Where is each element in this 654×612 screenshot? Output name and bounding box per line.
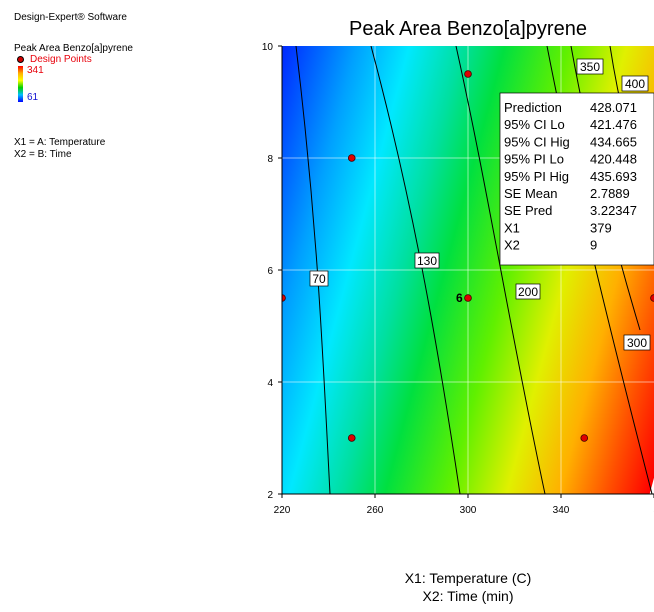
contour-labels: 70 130 200 300 350 400 <box>309 58 651 351</box>
contour-label-text: 300 <box>627 336 647 350</box>
color-scale-min: 61 <box>27 92 39 103</box>
contour-label-text: 200 <box>518 285 538 299</box>
design-point <box>464 294 472 302</box>
prediction-row-value: 428.071 <box>590 100 637 115</box>
x-tick-label: 300 <box>460 505 477 516</box>
response-name: Peak Area Benzo[a]pyrene <box>14 43 133 54</box>
x-axis-label: X1: Temperature (C) <box>405 570 532 586</box>
y-tick-label: 2 <box>267 490 273 501</box>
software-name: Design-Expert® Software <box>14 12 127 23</box>
contour-label-350: 350 <box>576 58 604 75</box>
contour-130 <box>370 46 461 494</box>
contour-label-text: 350 <box>580 60 600 74</box>
prediction-row-name: SE Pred <box>504 203 552 218</box>
design-point-icon <box>17 55 24 63</box>
y-tick-label: 10 <box>262 42 274 53</box>
contour-70 <box>295 46 331 494</box>
design-point <box>347 154 356 162</box>
contour-label-text: 70 <box>312 272 326 286</box>
prediction-row-value: 3.22347 <box>590 203 637 218</box>
y-tick-label: 4 <box>267 378 273 389</box>
x-tick-label: 220 <box>274 505 291 516</box>
prediction-row-value: 420.448 <box>590 152 637 167</box>
y-axis-label: X2: Time (min) <box>422 588 513 604</box>
x-tick-label: 260 <box>367 505 384 516</box>
prediction-row-value: 379 <box>590 220 612 235</box>
color-scale-max: 341 <box>27 65 44 76</box>
x-ticks: 22026030034038 <box>274 494 654 516</box>
prediction-row-name: SE Mean <box>504 186 557 201</box>
contour-label-300: 300 <box>623 334 651 351</box>
prediction-row-value: 434.665 <box>590 134 637 149</box>
y-tick-label: 8 <box>267 154 273 165</box>
prediction-row-value: 435.693 <box>590 169 637 184</box>
contour-200 <box>455 46 546 494</box>
prediction-row-name: 95% PI Lo <box>504 152 564 167</box>
contour-label-70: 70 <box>309 270 329 287</box>
prediction-row-value: 9 <box>590 238 597 253</box>
y-ticks: 2 4 6 8 10 <box>262 42 282 501</box>
prediction-row-name: 95% PI Hig <box>504 169 569 184</box>
design-points <box>282 70 654 442</box>
y-tick-label: 6 <box>267 266 273 277</box>
color-scale-bar <box>18 66 23 102</box>
prediction-row-name: X1 <box>504 220 520 235</box>
chart-title: Peak Area Benzo[a]pyrene <box>349 18 587 40</box>
design-point <box>650 294 654 302</box>
x-tick-label: 340 <box>553 505 570 516</box>
replicate-count-label: 6 <box>456 291 463 305</box>
design-point <box>464 70 472 78</box>
prediction-row-name: 95% CI Hig <box>504 134 570 149</box>
contour-label-200: 200 <box>515 283 541 300</box>
x2-definition: X2 = B: Time <box>14 149 72 160</box>
prediction-box: Prediction 428.071 95% CI Lo 421.476 95% CI … <box>499 92 654 266</box>
design-point <box>580 434 589 442</box>
prediction-row-name: Prediction <box>504 100 562 115</box>
design-points-label: Design Points <box>30 54 92 65</box>
contour-label-text: 130 <box>417 254 437 268</box>
contour-label-text: 400 <box>625 77 645 91</box>
design-points-legend: Design Points <box>14 54 92 65</box>
prediction-row-value: 2.7889 <box>590 186 630 201</box>
prediction-row-value: 421.476 <box>590 117 637 132</box>
contour-label-400: 400 <box>621 75 649 92</box>
x1-definition: X1 = A: Temperature <box>14 137 106 148</box>
contour-label-130: 130 <box>414 252 440 269</box>
prediction-row-name: 95% CI Lo <box>504 117 565 132</box>
prediction-row-name: X2 <box>504 238 520 253</box>
design-point <box>347 434 356 442</box>
